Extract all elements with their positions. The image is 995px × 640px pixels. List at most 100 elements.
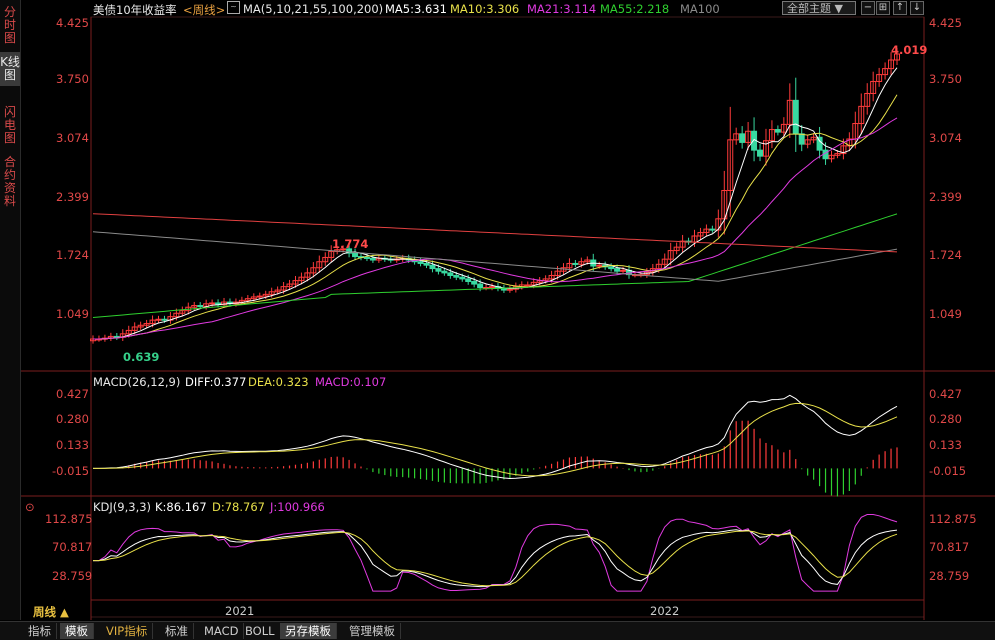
candle (727, 139, 734, 191)
indicator-settings-icon[interactable]: ~ (227, 1, 240, 14)
tab-manage-templates[interactable]: 管理模板 (344, 623, 401, 639)
candle (506, 288, 513, 291)
candle (667, 250, 674, 260)
theme-dropdown[interactable]: 全部主题 ▼ (782, 1, 856, 15)
candle (608, 266, 615, 270)
candle (697, 232, 704, 237)
ma21-value: MA21:3.114 (527, 2, 597, 16)
candle (209, 302, 216, 305)
price-tick: 1.724 (929, 248, 962, 262)
kdj-tick: 112.875 (929, 512, 977, 526)
candle (340, 248, 347, 251)
period-selector[interactable]: 周线 ▲ (33, 605, 69, 619)
candle (834, 153, 841, 156)
candle (530, 281, 537, 286)
candle (774, 129, 781, 133)
candle (274, 289, 281, 293)
price-tick: 1.049 (56, 307, 89, 321)
price-tick: 2.399 (56, 190, 89, 204)
macd-tick: -0.015 (929, 464, 967, 478)
candle (155, 318, 162, 321)
split-view-icon[interactable]: ⊞ (876, 1, 890, 15)
candle (661, 258, 668, 265)
candle (131, 326, 138, 331)
candle (888, 59, 895, 70)
candle (435, 268, 442, 272)
time-label-2022: 2022 (650, 604, 680, 618)
ma5-value: MA5:3.631 (385, 2, 447, 16)
candle (840, 145, 847, 155)
price-tick: 3.750 (56, 72, 89, 86)
tab-save-template[interactable]: 另存模板 (280, 623, 337, 639)
tab-boll[interactable]: BOLL (240, 623, 281, 639)
candle (363, 256, 370, 259)
price-tick: 2.399 (929, 190, 962, 204)
candle (524, 284, 531, 287)
candle (369, 257, 376, 261)
tab-macd[interactable]: MACD (199, 623, 245, 639)
tab-templates[interactable]: 模板 (60, 623, 94, 639)
tab-lightning[interactable]: 闪电图 (3, 105, 16, 145)
candle (673, 246, 680, 252)
candle (786, 99, 793, 125)
candle (238, 299, 245, 303)
kdj-j: J:100.966 (270, 500, 325, 514)
kdj-d: D:78.767 (212, 500, 265, 514)
kline-chart[interactable] (21, 0, 995, 620)
ma100-line (92, 231, 898, 282)
macd-tick: 0.133 (929, 438, 962, 452)
ma10-line (93, 94, 898, 340)
bottom-toolbar: 指标 模板 VIP指标 标准 MACD BOLL 另存模板 管理模板 (0, 621, 995, 640)
macd-diff-line (93, 394, 898, 480)
tab-standard[interactable]: 标准 (160, 623, 194, 639)
candle (715, 218, 722, 231)
kdj-title[interactable]: KDJ(9,3,3) (93, 500, 152, 514)
candle (423, 262, 430, 266)
candle (352, 252, 359, 258)
candle (298, 276, 305, 282)
candle (191, 305, 198, 308)
kdj-k-line (93, 529, 898, 588)
tab-contract-info[interactable]: 合约资料 (3, 155, 16, 208)
candle (417, 261, 424, 264)
candle (471, 280, 478, 285)
macd-diff: DIFF:0.377 (185, 375, 247, 389)
candle (286, 283, 293, 288)
ma100-value: MA100 (680, 2, 720, 16)
period-tag[interactable]: <周线> (183, 3, 226, 17)
kdj-tick: 70.817 (52, 540, 93, 554)
kdj-j-line (93, 514, 898, 592)
candle (244, 298, 251, 301)
candle (864, 92, 871, 107)
tab-indicators[interactable]: 指标 (23, 623, 57, 639)
candle (262, 293, 269, 297)
macd-dea: DEA:0.323 (248, 375, 309, 389)
macd-tick: 0.280 (929, 412, 962, 426)
kdj-tick: 70.817 (929, 540, 970, 554)
instrument-title: 美债10年收益率 (93, 3, 177, 17)
candle (304, 272, 311, 278)
candle (441, 270, 448, 274)
price-tick: 1.049 (929, 307, 962, 321)
candle (614, 268, 621, 272)
macd-value: MACD:0.107 (315, 375, 387, 389)
target-icon[interactable]: ⊙ (25, 500, 35, 514)
tab-timeshare[interactable]: 分时图 (3, 5, 16, 45)
candle (792, 99, 799, 135)
candle (709, 228, 716, 231)
arrow-down-icon[interactable]: ↓ (910, 1, 924, 15)
tab-kline[interactable]: K线图 (0, 52, 20, 86)
candle (149, 319, 156, 325)
candle (828, 154, 835, 160)
candle (757, 149, 764, 157)
tab-vip-indicators[interactable]: VIP指标 (101, 623, 154, 639)
candle (429, 264, 436, 270)
macd-title[interactable]: MACD(26,12,9) (93, 375, 181, 389)
kdj-tick: 28.759 (52, 569, 93, 583)
kdj-d-line (93, 530, 898, 587)
minimize-icon[interactable]: − (861, 1, 875, 15)
macd-tick: 0.427 (929, 387, 962, 401)
arrow-up-icon[interactable]: ↑ (893, 1, 907, 15)
candle (596, 264, 603, 267)
ma21-line (93, 117, 898, 340)
